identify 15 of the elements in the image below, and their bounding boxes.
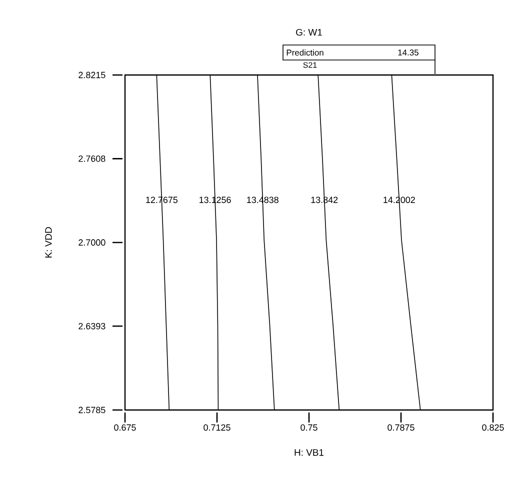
chart-title: G: W1 bbox=[296, 28, 322, 36]
x-tick-label: 0.75 bbox=[300, 424, 318, 431]
x-axis-title: H: VB1 bbox=[294, 449, 324, 456]
y-tick-label: 2.6393 bbox=[78, 322, 106, 330]
y-tick-label: 2.7608 bbox=[78, 155, 106, 162]
x-tick-label: 0.825 bbox=[482, 424, 504, 431]
y-tick-label: 2.7000 bbox=[78, 239, 106, 246]
y-axis-title: K: VDD bbox=[45, 227, 52, 258]
text: Prediction bbox=[286, 49, 324, 56]
text: 14.35 bbox=[398, 50, 418, 56]
x-tick-label: 0.7125 bbox=[204, 424, 230, 431]
x-tick-label: 0.675 bbox=[114, 424, 136, 431]
y-tick-label: 2.5785 bbox=[78, 406, 106, 414]
y-tick-label: 2.8215 bbox=[78, 72, 106, 78]
x-tick-label: 0.7875 bbox=[388, 424, 414, 431]
